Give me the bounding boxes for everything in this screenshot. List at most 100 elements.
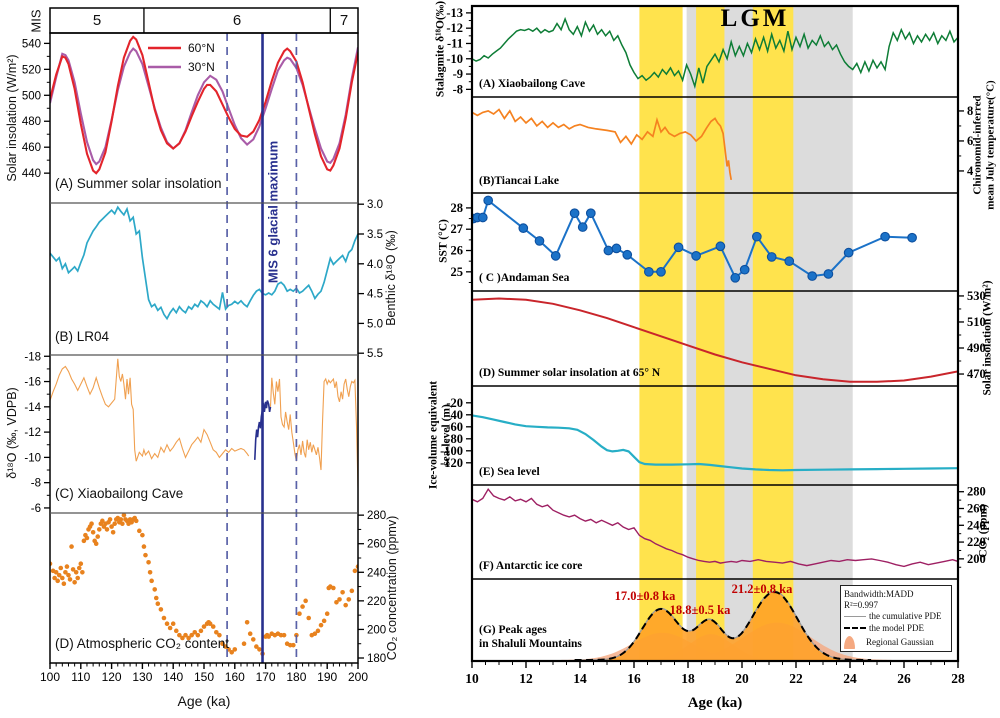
svg-text:120: 120 — [102, 670, 122, 684]
svg-text:-9: -9 — [453, 67, 463, 81]
panel-label-left-a: (A) Summer solar insolation — [55, 176, 222, 191]
peak-age-label-17: 17.0±0.8 ka — [614, 589, 676, 603]
right-axis-label-sealevel-2: sea-level (m) — [440, 404, 453, 466]
svg-text:170: 170 — [256, 670, 276, 684]
svg-text:-14: -14 — [24, 402, 41, 414]
legend-bandwidth: Bandwidth:MADD — [844, 588, 914, 599]
svg-text:470: 470 — [967, 367, 986, 381]
svg-text:480: 480 — [22, 116, 41, 128]
svg-text:280: 280 — [367, 510, 386, 522]
svg-text:10: 10 — [465, 671, 479, 686]
svg-text:24: 24 — [843, 671, 857, 686]
svg-text:240: 240 — [367, 567, 386, 579]
svg-text:3.0: 3.0 — [367, 199, 383, 211]
mis-section-7: 7 — [339, 12, 349, 29]
cumulative-pde-swatch — [844, 615, 866, 617]
svg-text:520: 520 — [22, 64, 41, 76]
svg-text:260: 260 — [967, 502, 986, 516]
right-axis-label-co2: CO₂ (ppm) — [977, 504, 990, 558]
svg-text:-16: -16 — [24, 377, 41, 389]
svg-text:5.5: 5.5 — [367, 348, 383, 360]
legend-label-30n: 30°N — [188, 60, 215, 74]
panel-label-right-f: (F) Antarctic ice core — [479, 560, 583, 572]
svg-text:460: 460 — [22, 142, 41, 154]
svg-text:240: 240 — [967, 518, 986, 532]
svg-text:200: 200 — [348, 670, 368, 684]
left-axis-label-insolation: Solar insolation (W/m²) — [4, 54, 19, 182]
svg-text:22: 22 — [789, 671, 803, 686]
svg-text:-120: -120 — [440, 456, 463, 470]
panel-label-right-e: (E) Sea level — [479, 466, 540, 478]
svg-text:4.5: 4.5 — [367, 289, 383, 301]
panel-label-right-g1: (G) Peak ages — [479, 624, 547, 636]
svg-text:4: 4 — [967, 164, 974, 178]
svg-text:530: 530 — [967, 289, 986, 303]
svg-text:490: 490 — [967, 341, 986, 355]
svg-text:110: 110 — [71, 670, 90, 684]
pde-legend: Bandwidth:MADD R²=0.997 the cumulative P… — [840, 585, 952, 652]
svg-text:-11: -11 — [447, 36, 463, 50]
panel-label-left-b: (B) LR04 — [55, 329, 110, 344]
svg-text:180: 180 — [367, 653, 386, 665]
peak-age-label-21: 21.2±0.8 ka — [731, 582, 793, 596]
left-axis-label-benthic: Benthic δ¹⁸O (‰) — [383, 230, 398, 326]
svg-text:540: 540 — [22, 38, 41, 50]
panel-label-right-d: (D) Summer solar insolation at 65° N — [479, 367, 661, 379]
svg-text:140: 140 — [163, 670, 183, 684]
glacial-maximum-annotation: MIS 6 glacial maximum — [265, 140, 281, 284]
legend-cumulative-pde: the cumulative PDE — [869, 611, 942, 621]
panel-label-left-d: (D) Atmospheric CO₂ content — [55, 636, 230, 651]
svg-text:28: 28 — [451, 201, 464, 215]
legend-label-60n: 60°N — [188, 41, 215, 55]
svg-text:4.0: 4.0 — [367, 259, 383, 271]
svg-text:440: 440 — [22, 168, 41, 180]
left-axis-label-co2: CO₂ concentration (ppmv) — [384, 515, 399, 661]
right-axis-label-sealevel-1: Ice-volume equivalent — [427, 380, 440, 490]
svg-text:-8: -8 — [453, 82, 463, 96]
svg-text:280: 280 — [967, 485, 986, 499]
svg-text:220: 220 — [367, 596, 386, 608]
panel-label-right-a: (A) Xiaobailong Cave — [479, 78, 586, 90]
mis-section-6: 6 — [232, 12, 242, 29]
svg-text:-8: -8 — [31, 478, 41, 490]
model-pde-swatch — [844, 627, 866, 629]
svg-text:200: 200 — [967, 552, 986, 566]
svg-text:260: 260 — [367, 539, 386, 551]
svg-text:-40: -40 — [446, 408, 463, 422]
svg-text:25: 25 — [451, 265, 464, 279]
svg-text:-10: -10 — [446, 52, 463, 66]
svg-text:16: 16 — [627, 671, 641, 686]
svg-text:27: 27 — [451, 222, 464, 236]
svg-text:26: 26 — [897, 671, 911, 686]
mis-axis-label: MIS — [28, 9, 44, 33]
legend-r-squared: R²=0.997 — [844, 599, 879, 610]
right-axis-label-insolation65: Solar insolation (W/m²) — [981, 280, 994, 396]
right-x-axis-label: Age (ka) — [687, 695, 743, 711]
legend-regional-gaussian: Regional Gaussian — [866, 637, 934, 647]
svg-text:-100: -100 — [440, 444, 463, 458]
svg-text:130: 130 — [132, 670, 152, 684]
peak-age-label-18: 18.8±0.5 ka — [669, 603, 731, 617]
svg-text:220: 220 — [967, 535, 986, 549]
right-axis-label-chironomid-1: Chironomid-inferred — [971, 95, 984, 195]
svg-text:200: 200 — [367, 624, 386, 636]
panel-label-right-g2: in Shaluli Mountains — [479, 638, 582, 650]
right-axis-label-chironomid-2: mean July temperature(°C) — [984, 80, 997, 210]
regional-gaussian-swatch — [844, 635, 855, 649]
svg-text:12: 12 — [519, 671, 533, 686]
svg-text:-80: -80 — [446, 432, 463, 446]
svg-text:-6: -6 — [31, 503, 41, 515]
panel-label-right-c: ( C )Andaman Sea — [479, 272, 570, 284]
svg-text:-20: -20 — [446, 396, 463, 410]
svg-text:100: 100 — [40, 670, 60, 684]
svg-text:-12: -12 — [446, 21, 463, 35]
svg-text:160: 160 — [225, 670, 245, 684]
svg-text:510: 510 — [967, 315, 986, 329]
right-axis-label-sst: SST (°C) — [437, 219, 450, 263]
svg-text:-18: -18 — [24, 351, 41, 363]
svg-text:3.5: 3.5 — [367, 229, 383, 241]
svg-text:6: 6 — [967, 134, 973, 148]
svg-text:190: 190 — [317, 670, 337, 684]
